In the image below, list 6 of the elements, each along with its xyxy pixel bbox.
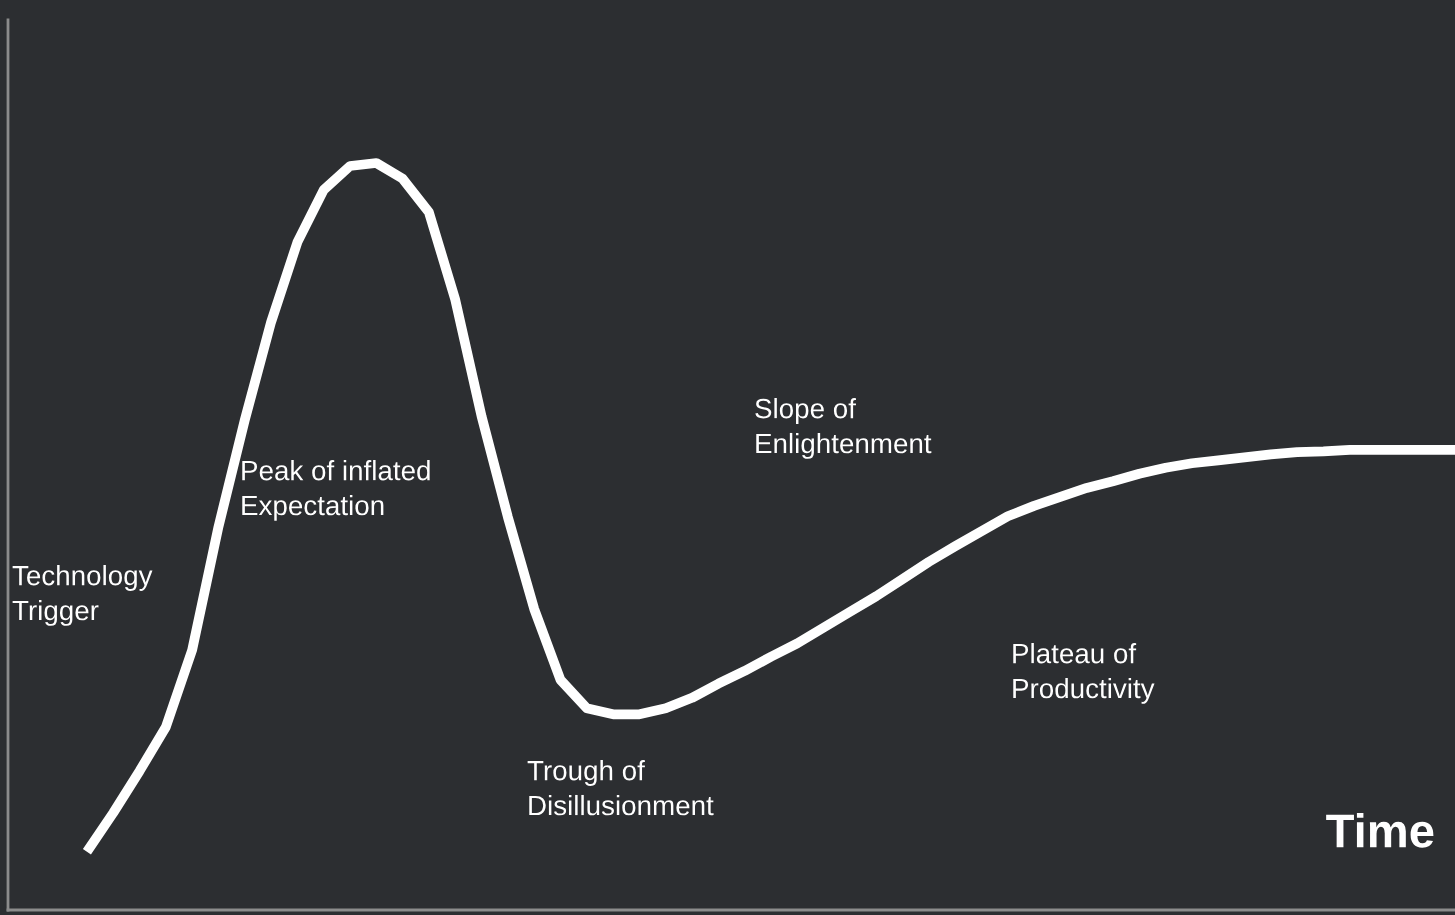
annotation: Trough of Disillusionment: [527, 760, 714, 816]
x-axis-title: Time: [1326, 812, 1434, 848]
annotation: Plateau of Productivity: [1013, 643, 1155, 704]
annotation: Peak of inflated Expectation: [242, 460, 430, 521]
annotation: Technology Trigger: [12, 565, 153, 626]
annotation: Slope of Enlightenment: [755, 398, 932, 459]
